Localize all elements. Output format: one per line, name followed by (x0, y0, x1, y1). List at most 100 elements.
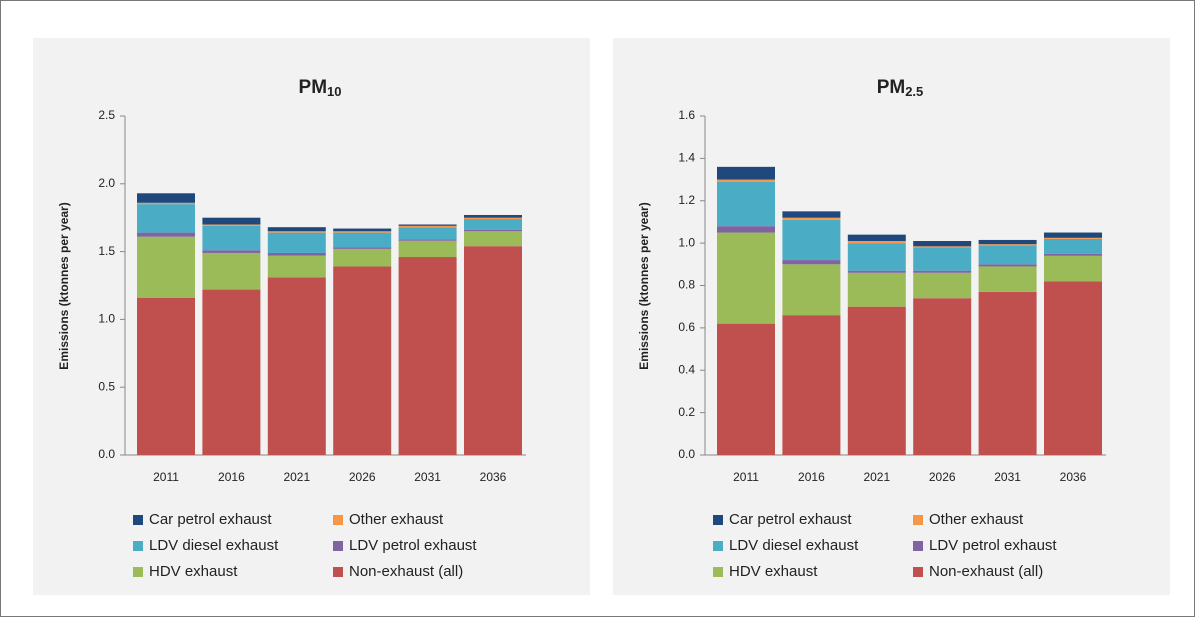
chart-title: PM10 (299, 77, 342, 99)
bar-segment (782, 264, 841, 316)
x-tick-label: 2016 (798, 470, 825, 484)
chart-panel: PM2.5 Emissions (ktonnes per year) 0.0 0.2 0… (613, 38, 1170, 595)
y-tick-label: 0.4 (678, 362, 695, 376)
bar-segment (202, 252, 261, 290)
legend-label: Car petrol exhaust (149, 511, 272, 528)
legend-swatch (133, 515, 143, 525)
legend-label: Non-exhaust (all) (929, 563, 1043, 580)
bar-segment (202, 250, 261, 253)
bar-segment (782, 315, 841, 455)
bar-segment (847, 234, 906, 242)
legend-swatch (913, 567, 923, 577)
y-tick-label: 1.4 (678, 151, 695, 165)
bar-segment (464, 231, 522, 247)
title-main: PM (877, 77, 906, 98)
bar-segment (464, 214, 522, 218)
bar-segment (137, 202, 195, 205)
bar-segment (267, 232, 326, 253)
bar-segment (847, 306, 906, 455)
x-tick-label: 2016 (218, 470, 245, 484)
legend-swatch (713, 567, 723, 577)
bar-segment (1044, 253, 1102, 256)
bar-segment (978, 266, 1037, 292)
y-tick-label: 0.5 (98, 379, 115, 393)
y-tick-label: 0.8 (678, 278, 695, 292)
bar-segment (398, 240, 457, 258)
bar-segment (717, 232, 775, 324)
legend-label: HDV exhaust (149, 563, 238, 580)
chart-panel: PM10 Emissions (ktonnes per year) 0.0 0.5 1.… (33, 38, 590, 595)
bar-segment (333, 248, 392, 267)
y-tick-label: 0.0 (678, 447, 695, 461)
bar-segment (913, 241, 972, 247)
bar-segment (717, 166, 775, 180)
bar-segment (333, 232, 392, 248)
bar-segment (1044, 281, 1102, 455)
legend-label: Other exhaust (349, 511, 444, 528)
bar-segment (333, 247, 392, 249)
bar-segment (398, 227, 457, 240)
x-tick-label: 2026 (349, 470, 376, 484)
bar-segment (782, 217, 841, 220)
x-tick-label: 2036 (480, 470, 507, 484)
legend-label: LDV petrol exhaust (349, 537, 477, 554)
bar-segment (137, 297, 195, 455)
x-tick-label: 2031 (414, 470, 441, 484)
bar-segment (1044, 238, 1102, 254)
legend-swatch (333, 515, 343, 525)
bar-segment (717, 323, 775, 455)
legend-label: LDV diesel exhaust (729, 537, 859, 554)
bar-segment (1044, 255, 1102, 282)
bar-segment (267, 231, 326, 233)
bar-segment (913, 246, 972, 248)
y-tick-label: 0.0 (98, 447, 115, 461)
bar-segment (202, 224, 261, 226)
bar-segment (913, 247, 972, 271)
x-tick-label: 2011 (153, 470, 179, 484)
x-tick-label: 2036 (1060, 470, 1087, 484)
bar-segment (978, 244, 1037, 246)
legend-swatch (713, 541, 723, 551)
y-tick-label: 1.6 (678, 108, 695, 122)
bar-segment (847, 272, 906, 307)
bar-segment (464, 217, 522, 220)
y-tick-label: 1.5 (98, 244, 115, 258)
bar-segment (978, 264, 1037, 267)
bar-segment (717, 226, 775, 233)
bar-segment (267, 252, 326, 256)
y-tick-label: 0.6 (678, 320, 695, 334)
bar-segment (782, 219, 841, 261)
bar-segment (398, 257, 457, 455)
legend: Car petrol exhaust Other exhaust LDV diese… (133, 511, 477, 580)
legend-swatch (133, 567, 143, 577)
bar-segment (333, 266, 392, 455)
bar-segment (978, 291, 1037, 455)
y-tick-label: 2.0 (98, 176, 115, 190)
x-tick-label: 2011 (733, 470, 759, 484)
legend-swatch (913, 541, 923, 551)
x-tick-label: 2021 (283, 470, 310, 484)
bar-segment (1044, 237, 1102, 239)
bar-segment (464, 219, 522, 230)
legend-swatch (333, 567, 343, 577)
bar-segment (978, 245, 1037, 265)
y-tick-label: 2.5 (98, 108, 115, 122)
bar-segment (1044, 232, 1102, 238)
legend-label: Non-exhaust (all) (349, 563, 463, 580)
bar-segment (202, 225, 261, 251)
bar-segment (137, 204, 195, 233)
legend-label: LDV diesel exhaust (149, 537, 279, 554)
x-tick-label: 2026 (929, 470, 956, 484)
bar-segment (847, 270, 906, 273)
bar-segment (267, 227, 326, 232)
legend-label: LDV petrol exhaust (929, 537, 1057, 554)
bar-segment (913, 270, 972, 273)
bar-segment (717, 179, 775, 182)
chart-title: PM2.5 (877, 77, 924, 99)
y-axis-label: Emissions (ktonnes per year) (637, 202, 651, 369)
bar-segment (202, 289, 261, 455)
legend-label: Other exhaust (929, 511, 1024, 528)
bar-segment (333, 228, 392, 232)
bar-segment (978, 239, 1037, 245)
y-tick-label: 1.0 (678, 235, 695, 249)
